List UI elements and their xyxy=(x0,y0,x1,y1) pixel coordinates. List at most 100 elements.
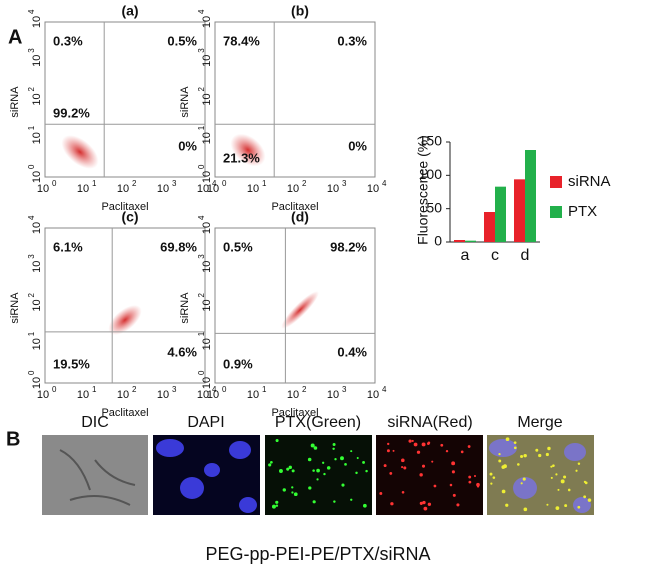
x-tick-base: 10 xyxy=(37,389,49,401)
y-tick-exp: 2 xyxy=(27,293,36,298)
dot xyxy=(413,442,418,447)
dot xyxy=(271,504,276,509)
dot xyxy=(411,439,414,443)
y-tick-exp: 0 xyxy=(27,164,36,169)
bar xyxy=(495,186,506,242)
dot xyxy=(557,488,560,491)
dot xyxy=(401,458,405,463)
dot xyxy=(490,482,493,485)
dot xyxy=(356,457,359,460)
dot xyxy=(332,443,336,447)
dot xyxy=(386,449,390,453)
quadrant-percent: 6.1% xyxy=(53,239,83,254)
plot-frame xyxy=(44,227,206,384)
legend-label: PTX xyxy=(568,203,597,220)
x-tick-exp: 3 xyxy=(342,179,347,188)
bar xyxy=(465,240,476,242)
image-label: DAPI xyxy=(187,414,224,431)
dot xyxy=(350,498,353,501)
plot-title: (c) xyxy=(121,209,138,225)
y-tick-base: 10 xyxy=(31,55,43,67)
y-tick-exp: 1 xyxy=(197,125,206,130)
dot xyxy=(452,493,456,497)
bar xyxy=(514,179,525,242)
dot xyxy=(344,462,347,466)
x-tick-base: 10 xyxy=(327,183,339,195)
x-tick-exp: 2 xyxy=(302,179,307,188)
dot xyxy=(550,476,553,479)
dot xyxy=(523,453,527,458)
event-cloud xyxy=(108,305,142,335)
legend-label: siRNA xyxy=(568,173,611,190)
x-tick-exp: 2 xyxy=(302,385,307,394)
quadrant-percent: 0.9% xyxy=(223,356,253,371)
dot xyxy=(523,507,528,512)
dot xyxy=(268,463,272,467)
y-tick-base: 10 xyxy=(201,93,213,105)
x-tick-base: 10 xyxy=(117,389,129,401)
panel-label: A xyxy=(8,26,22,48)
dot xyxy=(567,488,571,492)
dot xyxy=(419,501,423,505)
dot xyxy=(270,460,273,464)
y-tick-exp: 2 xyxy=(197,87,206,92)
dot xyxy=(440,443,444,447)
fluorescent-dots xyxy=(268,437,592,512)
x-tick-label: a xyxy=(461,247,470,264)
dot xyxy=(517,463,520,466)
dot xyxy=(379,492,383,495)
dot xyxy=(355,471,358,475)
quadrant-percent: 0.4% xyxy=(337,344,367,359)
dot xyxy=(451,461,456,466)
quadrant-percent: 4.6% xyxy=(167,344,197,359)
dot xyxy=(365,469,368,473)
dot xyxy=(467,445,471,448)
x-tick-base: 10 xyxy=(247,183,259,195)
dot xyxy=(363,503,367,508)
dot xyxy=(362,460,366,464)
y-tick-base: 10 xyxy=(31,377,43,389)
y-tick-exp: 3 xyxy=(197,254,206,259)
y-tick-exp: 0 xyxy=(27,370,36,375)
dot xyxy=(401,466,404,469)
quadrant-percent: 0.3% xyxy=(337,33,367,48)
x-tick-exp: 2 xyxy=(132,179,137,188)
dot xyxy=(350,450,353,453)
y-axis-label: siRNA xyxy=(9,292,21,324)
dot xyxy=(310,443,315,448)
x-tick-exp: 1 xyxy=(92,179,97,188)
y-tick-exp: 4 xyxy=(197,9,206,14)
dot xyxy=(564,504,568,508)
dot xyxy=(279,469,283,473)
quadrant-percent: 0.5% xyxy=(223,239,253,254)
plot-frame xyxy=(214,21,376,178)
dot xyxy=(547,446,551,451)
y-axis-label: siRNA xyxy=(9,86,21,118)
dot xyxy=(513,446,517,450)
x-axis-label: Paclitaxel xyxy=(101,201,148,213)
y-tick-base: 10 xyxy=(31,171,43,183)
dot xyxy=(445,449,449,453)
dot xyxy=(577,462,581,466)
event-cloud xyxy=(281,291,319,329)
y-tick-base: 10 xyxy=(201,55,213,67)
dot xyxy=(323,472,326,476)
dic-image xyxy=(42,435,148,515)
dot xyxy=(293,492,298,497)
dot xyxy=(560,479,565,484)
dot xyxy=(389,472,393,475)
plot-title: (b) xyxy=(291,3,309,19)
dot xyxy=(322,461,325,464)
quadrant-percent: 99.2% xyxy=(53,106,90,121)
x-tick-exp: 4 xyxy=(212,385,217,394)
y-tick-base: 10 xyxy=(31,222,43,234)
x-tick-exp: 1 xyxy=(262,179,267,188)
x-tick-exp: 3 xyxy=(172,179,177,188)
plot-title: (a) xyxy=(121,3,138,19)
y-tick-exp: 1 xyxy=(27,125,36,130)
plot-frame xyxy=(214,227,376,384)
x-tick-base: 10 xyxy=(287,389,299,401)
sirna-image xyxy=(376,435,483,515)
dot xyxy=(423,506,428,511)
